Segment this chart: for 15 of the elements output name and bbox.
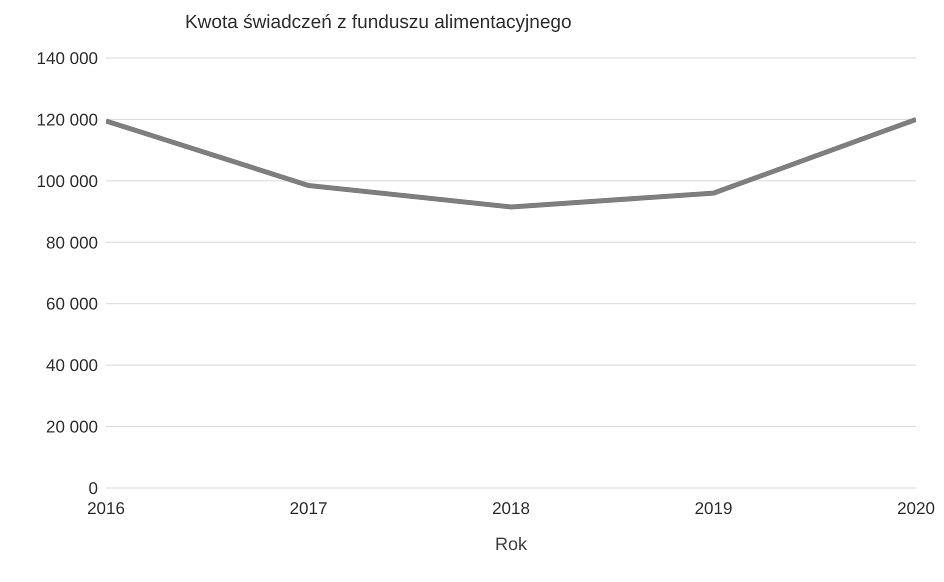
y-tick-label: 100 000: [36, 172, 98, 191]
y-tick-label: 120 000: [36, 110, 98, 130]
x-tick-label: 2017: [290, 499, 328, 518]
y-tick-label: 0: [88, 479, 98, 498]
x-tick-label: 2018: [492, 499, 530, 518]
x-axis-title: Rok: [494, 534, 528, 554]
x-tick-label: 2019: [694, 499, 732, 518]
y-tick-label: 40 000: [46, 356, 98, 376]
y-tick-label: 80 000: [46, 233, 98, 252]
y-tick-label: 20 000: [46, 418, 98, 437]
x-tick-label: 2020: [897, 499, 935, 518]
chart-title: Kwota świadczeń z funduszu alimentacyjnego: [184, 11, 573, 35]
y-tick-label: 60 000: [46, 294, 98, 314]
x-tick-label: 2016: [87, 499, 125, 518]
y-tick-label: 140 000: [36, 49, 98, 68]
